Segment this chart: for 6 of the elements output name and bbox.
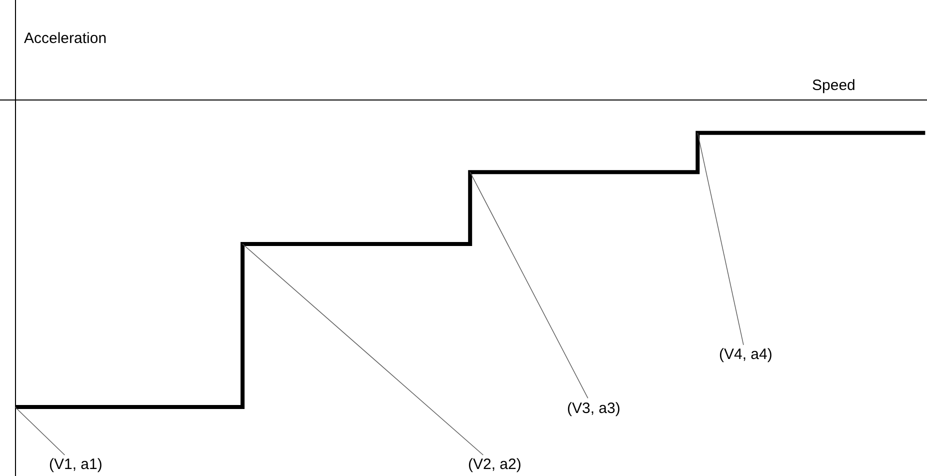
y-axis-title: Acceleration [24, 30, 107, 47]
text: (V2, a2) [468, 456, 522, 473]
text: (V1, a1) [49, 456, 102, 473]
x-axis-title: Speed [812, 77, 856, 94]
annotation: (V3, a3) [567, 400, 620, 417]
annotation: (V4, a4) [719, 346, 772, 363]
